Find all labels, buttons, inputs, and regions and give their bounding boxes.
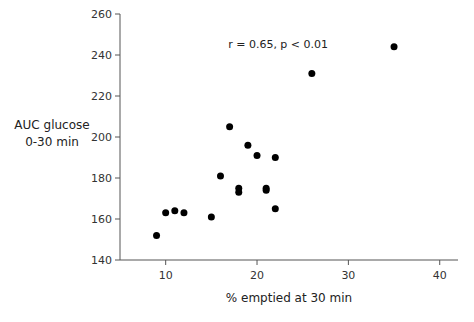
y-axis-label: AUC glucose (14, 118, 89, 132)
y-tick-label: 140 (91, 254, 112, 267)
chart: 10 20 30 40 140 160 180 200 220 240 260 % emptied a… (0, 0, 474, 322)
point (308, 70, 315, 77)
y-tick (115, 178, 120, 179)
point (226, 123, 233, 130)
y-tick-label: 160 (91, 213, 112, 226)
y-tick-label: 240 (91, 49, 112, 62)
y-tick (115, 96, 120, 97)
point (208, 213, 215, 220)
y-tick (115, 219, 120, 220)
x-tick-label: 40 (433, 269, 447, 282)
y-tick (115, 137, 120, 138)
y-tick-label: 180 (91, 172, 112, 185)
y-tick (115, 260, 120, 261)
x-tick-label: 20 (250, 269, 264, 282)
point (391, 43, 398, 50)
point (153, 232, 160, 239)
x-tick (348, 260, 349, 265)
x-tick (257, 260, 258, 265)
annotation: r = 0.65, p < 0.01 (228, 38, 328, 51)
x-axis-label: % emptied at 30 min (226, 291, 352, 305)
point (235, 189, 242, 196)
x-tick-label: 10 (159, 269, 173, 282)
x-tick-label: 30 (341, 269, 355, 282)
y-tick-label: 200 (91, 131, 112, 144)
point (171, 207, 178, 214)
point (180, 209, 187, 216)
y-tick-label: 220 (91, 90, 112, 103)
y-axis-label: 0-30 min (25, 135, 79, 149)
x-tick (439, 260, 440, 265)
point (254, 152, 261, 159)
point (272, 205, 279, 212)
y-tick-label: 260 (91, 8, 112, 21)
point (217, 172, 224, 179)
point (263, 187, 270, 194)
point (244, 142, 251, 149)
point (162, 209, 169, 216)
point (272, 154, 279, 161)
x-axis-line (120, 260, 458, 261)
y-tick (115, 55, 120, 56)
x-tick (165, 260, 166, 265)
points (153, 43, 398, 239)
y-tick (115, 14, 120, 15)
